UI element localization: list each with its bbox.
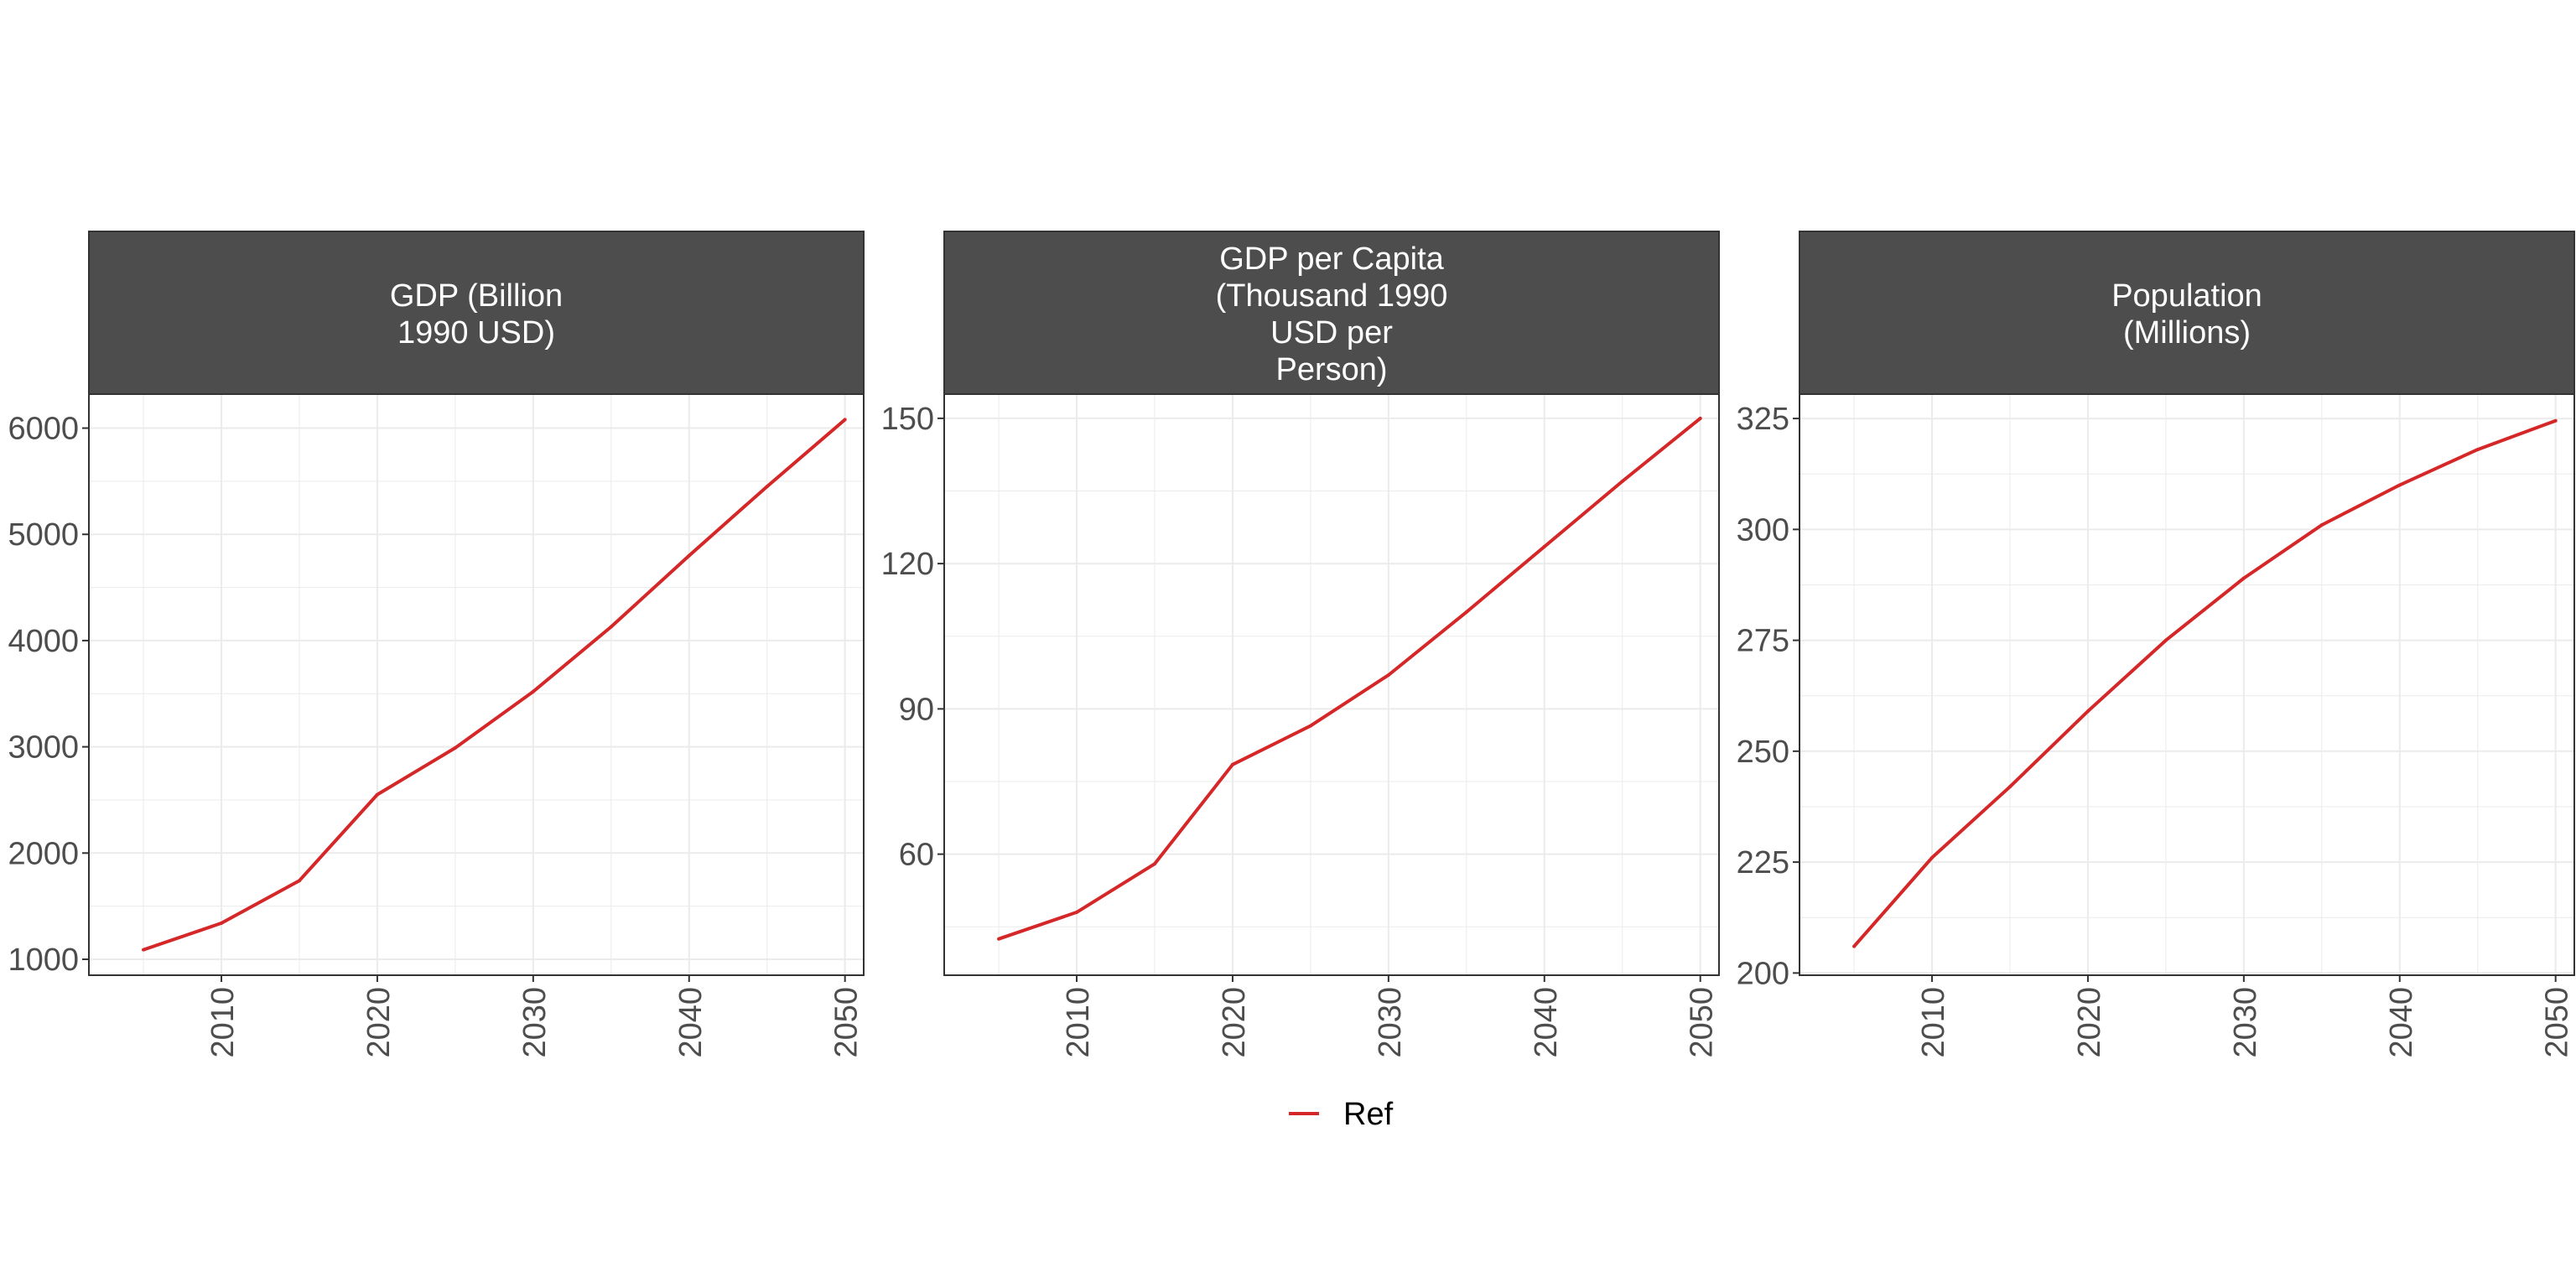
x-tick-label: 2020 xyxy=(361,987,397,1058)
data-point xyxy=(1620,479,1624,483)
data-point xyxy=(843,418,847,422)
facet-strip xyxy=(943,231,1720,395)
data-point xyxy=(1852,944,1857,948)
x-tick-label: 2010 xyxy=(1916,987,1951,1058)
data-point xyxy=(1930,855,1935,860)
data-point xyxy=(687,553,691,558)
y-tick-label: 325 xyxy=(1737,402,1789,437)
data-point xyxy=(453,745,457,750)
y-tick-label: 6000 xyxy=(8,412,79,447)
y-tick-label: 200 xyxy=(1737,956,1789,991)
y-tick-label: 4000 xyxy=(8,624,79,659)
plot-area xyxy=(89,394,864,975)
x-tick-label: 2020 xyxy=(1217,987,1252,1058)
x-tick-label: 2040 xyxy=(673,987,709,1058)
y-tick-label: 225 xyxy=(1737,845,1789,880)
facet-strip-title: (Thousand 1990 xyxy=(1216,278,1448,314)
y-tick-label: 275 xyxy=(1737,624,1789,659)
legend-label-ref: Ref xyxy=(1343,1097,1394,1132)
data-point xyxy=(2007,785,2012,789)
data-point xyxy=(297,879,301,883)
x-tick-label: 2050 xyxy=(1685,987,1720,1058)
data-point xyxy=(2397,483,2402,487)
facet-strip xyxy=(1799,231,2575,395)
data-point xyxy=(142,948,146,952)
facet-strip-title: (Millions) xyxy=(2123,315,2251,351)
data-point xyxy=(765,485,769,489)
y-tick-label: 120 xyxy=(881,547,934,582)
data-point xyxy=(1542,544,1546,548)
y-tick-label: 5000 xyxy=(8,517,79,553)
y-tick-label: 250 xyxy=(1737,735,1789,770)
y-tick-label: 1000 xyxy=(8,943,79,978)
y-tick-label: 150 xyxy=(881,402,934,437)
facet-panel-3: Population(Millions) 200 225 250 275 300 325 20… xyxy=(1737,231,2575,1058)
series-line-ref xyxy=(1852,418,2557,948)
data-point xyxy=(2319,523,2324,527)
data-point xyxy=(2241,576,2246,580)
series-line-ref xyxy=(998,417,1701,941)
facet-strip-title: GDP (Billion xyxy=(390,278,563,314)
facet-strip-title: 1990 USD) xyxy=(397,315,555,351)
facet-strip-title: Person) xyxy=(1275,352,1387,387)
x-tick-label: 2050 xyxy=(829,987,865,1058)
x-tick-label: 2020 xyxy=(2072,987,2107,1058)
data-point xyxy=(2553,418,2558,423)
facet-strip-title: USD per xyxy=(1270,315,1393,351)
data-point xyxy=(997,937,1001,941)
data-point xyxy=(220,921,224,925)
y-tick-label: 300 xyxy=(1737,512,1789,548)
plot-area xyxy=(944,394,1719,975)
y-tick-label: 90 xyxy=(899,692,934,727)
x-tick-label: 2030 xyxy=(1373,987,1408,1058)
x-tick-label: 2050 xyxy=(2540,987,2575,1058)
x-tick-label: 2040 xyxy=(2384,987,2419,1058)
data-point xyxy=(1386,673,1390,677)
facet-strip-title: GDP per Capita xyxy=(1219,242,1444,277)
plot-area xyxy=(1800,394,2574,975)
data-point xyxy=(2085,709,2090,714)
x-tick-label: 2010 xyxy=(205,987,241,1058)
data-point xyxy=(1308,724,1312,728)
data-point xyxy=(375,792,379,797)
data-point xyxy=(609,625,613,629)
facet-strip xyxy=(88,231,865,395)
legend: Ref xyxy=(1289,1097,1394,1132)
data-point xyxy=(2475,448,2480,452)
x-tick-label: 2030 xyxy=(2228,987,2263,1058)
data-point xyxy=(1075,910,1079,914)
x-tick-label: 2030 xyxy=(517,987,553,1058)
data-point xyxy=(1698,416,1702,420)
x-tick-label: 2040 xyxy=(1529,987,1564,1058)
y-tick-label: 3000 xyxy=(8,730,79,766)
data-point xyxy=(1152,862,1156,866)
data-point xyxy=(1464,610,1468,614)
series-line-ref xyxy=(143,418,847,952)
y-tick-label: 60 xyxy=(899,838,934,873)
y-tick-label: 2000 xyxy=(8,836,79,871)
x-tick-label: 2010 xyxy=(1061,987,1096,1058)
data-point xyxy=(1230,762,1234,766)
facet-strip-title: Population xyxy=(2111,278,2262,314)
data-point xyxy=(2163,638,2168,642)
data-point xyxy=(531,689,535,693)
